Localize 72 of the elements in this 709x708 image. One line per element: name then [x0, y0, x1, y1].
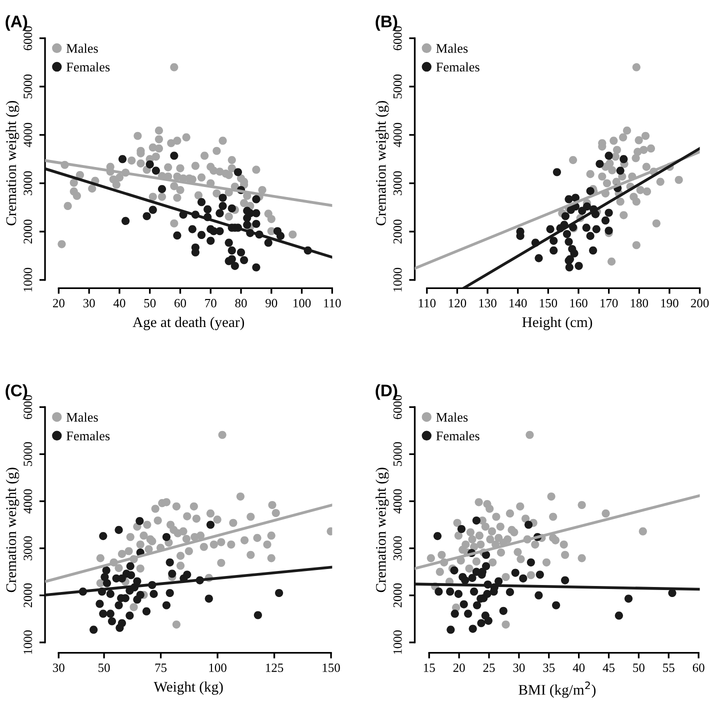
y-tick-label: 4000 [24, 489, 32, 514]
x-tick-label: 60 [174, 298, 186, 308]
x-tick-label: 20 [52, 298, 64, 308]
x-tick-label: 75 [155, 664, 167, 672]
x-axis-title: Height (cm) [522, 316, 592, 330]
x-tick-label: 160 [570, 298, 588, 308]
legend-label: Females [436, 431, 480, 440]
x-tick-label: 120 [448, 298, 466, 308]
x-tick-label: 15 [424, 664, 435, 672]
y-axis-title: Cremation weight (g) [376, 101, 389, 226]
x-tick-label: 140 [510, 298, 527, 308]
x-tick-label: 40 [113, 298, 126, 308]
x-tick-label: 180 [630, 298, 648, 308]
y-tick-label: 5000 [24, 74, 32, 98]
y-tick-label: 5000 [24, 442, 32, 466]
y-tick-label: 1000 [24, 630, 32, 654]
x-tick-label: 35 [543, 664, 555, 672]
x-tick-label: 30 [52, 664, 64, 672]
y-tick-label: 3000 [393, 171, 402, 196]
y-tick-label: 2000 [393, 583, 402, 608]
y-tick-label: 5000 [393, 442, 402, 466]
y-tick-label: 1000 [24, 268, 32, 292]
legend-label: Females [66, 431, 110, 440]
x-tick-label: 190 [661, 298, 678, 308]
x-tick-label: 45 [602, 664, 615, 672]
x-tick-label: 170 [600, 298, 618, 308]
x-tick-label: 100 [209, 664, 226, 672]
x-tick-label: 30 [513, 664, 525, 672]
x-tick-label: 150 [322, 664, 340, 672]
x-tick-label: 25 [483, 664, 495, 672]
y-tick-label: 4000 [24, 122, 32, 148]
y-tick-label: 3000 [24, 536, 32, 560]
x-tick-label: 130 [479, 298, 496, 308]
legend-label: Females [436, 62, 480, 72]
legend-label: Males [66, 44, 98, 53]
x-tick-label: 70 [205, 298, 216, 308]
x-tick-label: 40 [572, 664, 585, 672]
y-tick-label: 4000 [393, 489, 402, 514]
x-axis-title: BMI (kg/m$^{2}$) [518, 681, 596, 698]
y-tick-label: 1000 [393, 268, 402, 292]
y-axis-title: Cremation weight (g) [6, 101, 20, 226]
x-tick-label: 20 [453, 664, 465, 672]
x-axis-title: Weight (kg) [154, 681, 223, 695]
legend-label: Males [66, 412, 98, 422]
x-tick-label: 60 [692, 664, 704, 672]
x-tick-label: 100 [294, 298, 311, 308]
x-tick-label: 150 [540, 298, 558, 308]
y-tick-label: 4000 [393, 122, 402, 148]
legend-label: Males [436, 412, 468, 422]
y-tick-label: 3000 [393, 536, 402, 560]
y-axis-title: Cremation weight (g) [6, 468, 20, 592]
y-tick-label: 5000 [393, 74, 402, 98]
x-tick-label: 55 [663, 664, 674, 672]
x-tick-label: 110 [324, 298, 341, 308]
x-tick-label: 200 [690, 298, 709, 308]
y-tick-label: 2000 [24, 220, 32, 244]
y-tick-label: 2000 [24, 583, 32, 608]
y-tick-label: 1000 [393, 630, 402, 654]
x-tick-label: 50 [144, 298, 156, 308]
legend-label: Males [436, 44, 468, 53]
legend-label: Females [66, 62, 110, 72]
x-axis-title: Age at death (year) [132, 316, 244, 330]
x-tick-label: 125 [266, 664, 284, 672]
x-tick-label: 90 [266, 298, 278, 308]
x-tick-label: 50 [98, 664, 110, 672]
x-tick-label: 50 [633, 664, 644, 672]
y-axis-title: Cremation weight (g) [376, 468, 389, 592]
y-tick-label: 2000 [393, 220, 402, 244]
x-tick-label: 30 [83, 298, 95, 308]
x-tick-label: 110 [418, 298, 436, 308]
x-tick-label: 80 [235, 298, 247, 308]
y-tick-label: 3000 [24, 171, 32, 196]
